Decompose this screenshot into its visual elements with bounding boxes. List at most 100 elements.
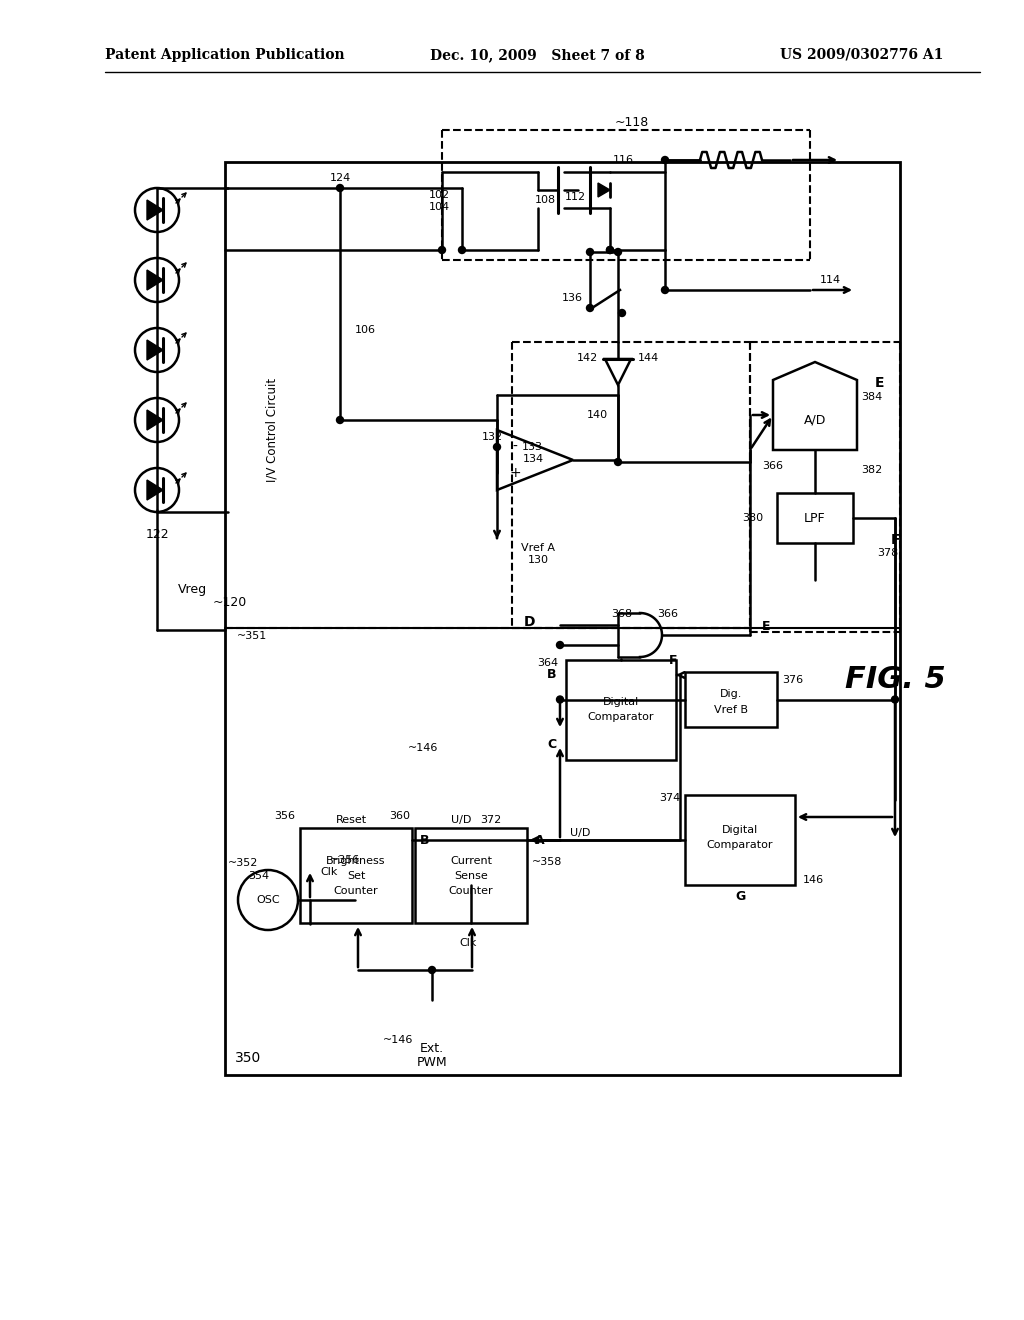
Text: Counter: Counter bbox=[334, 886, 378, 896]
Text: Reset: Reset bbox=[336, 814, 367, 825]
Circle shape bbox=[614, 458, 622, 466]
Text: Digital: Digital bbox=[722, 825, 758, 836]
Text: 356: 356 bbox=[274, 810, 295, 821]
Circle shape bbox=[135, 327, 179, 372]
Text: ~146: ~146 bbox=[383, 1035, 413, 1045]
Text: 140: 140 bbox=[587, 411, 608, 420]
Text: Set: Set bbox=[347, 871, 366, 880]
Text: ~351: ~351 bbox=[237, 631, 267, 642]
Text: 122: 122 bbox=[145, 528, 169, 541]
Text: B: B bbox=[547, 668, 556, 681]
Text: Clk: Clk bbox=[319, 867, 337, 876]
Polygon shape bbox=[497, 430, 573, 490]
Text: FIG. 5: FIG. 5 bbox=[845, 665, 945, 694]
Text: I/V Control Circuit: I/V Control Circuit bbox=[265, 378, 279, 482]
Text: ~118: ~118 bbox=[614, 116, 649, 128]
Polygon shape bbox=[147, 271, 163, 290]
Circle shape bbox=[606, 247, 613, 253]
Circle shape bbox=[135, 257, 179, 302]
Text: ~356: ~356 bbox=[330, 855, 360, 865]
Text: Digital: Digital bbox=[603, 697, 639, 708]
Text: B: B bbox=[420, 833, 429, 846]
Text: 376: 376 bbox=[782, 675, 803, 685]
Circle shape bbox=[618, 309, 626, 317]
Text: US 2009/0302776 A1: US 2009/0302776 A1 bbox=[780, 48, 943, 62]
Text: 382: 382 bbox=[861, 465, 883, 475]
Text: Vref B: Vref B bbox=[714, 705, 748, 715]
Text: C: C bbox=[547, 738, 556, 751]
Circle shape bbox=[556, 642, 563, 648]
Circle shape bbox=[556, 696, 563, 704]
Circle shape bbox=[662, 286, 669, 293]
Circle shape bbox=[428, 966, 435, 974]
Polygon shape bbox=[147, 201, 163, 220]
Text: 368: 368 bbox=[611, 609, 633, 619]
Text: G: G bbox=[735, 891, 745, 903]
Text: Clk: Clk bbox=[460, 939, 477, 948]
Circle shape bbox=[238, 870, 298, 931]
Text: F: F bbox=[669, 653, 677, 667]
Text: 374: 374 bbox=[658, 793, 680, 803]
Bar bbox=[685, 672, 777, 727]
Text: Dec. 10, 2009   Sheet 7 of 8: Dec. 10, 2009 Sheet 7 of 8 bbox=[430, 48, 645, 62]
Text: Ext.: Ext. bbox=[420, 1041, 444, 1055]
Bar bbox=[685, 795, 795, 884]
Polygon shape bbox=[147, 411, 163, 430]
Bar bbox=[566, 660, 676, 760]
Text: ~358: ~358 bbox=[532, 857, 562, 867]
Text: OSC: OSC bbox=[256, 895, 280, 906]
Text: Dig.: Dig. bbox=[720, 689, 742, 700]
Circle shape bbox=[892, 696, 898, 704]
Circle shape bbox=[438, 247, 445, 253]
Text: 130: 130 bbox=[527, 554, 549, 565]
Text: 136: 136 bbox=[561, 293, 583, 304]
Text: 104: 104 bbox=[429, 202, 450, 213]
Text: 146: 146 bbox=[803, 875, 824, 884]
Circle shape bbox=[587, 305, 594, 312]
Circle shape bbox=[662, 157, 669, 164]
Circle shape bbox=[337, 185, 343, 191]
Text: 102: 102 bbox=[429, 190, 450, 201]
Text: LPF: LPF bbox=[804, 511, 825, 524]
Text: ~352: ~352 bbox=[228, 858, 258, 869]
Polygon shape bbox=[773, 362, 857, 450]
Text: U/D: U/D bbox=[451, 814, 471, 825]
Text: 133: 133 bbox=[522, 442, 543, 451]
Text: -: - bbox=[513, 440, 517, 454]
Text: A/D: A/D bbox=[804, 413, 826, 426]
Text: 350: 350 bbox=[234, 1051, 261, 1065]
Text: Vreg: Vreg bbox=[178, 583, 207, 597]
Text: ~146: ~146 bbox=[408, 743, 438, 752]
Polygon shape bbox=[598, 183, 610, 197]
Circle shape bbox=[135, 187, 179, 232]
Text: Comparator: Comparator bbox=[707, 840, 773, 850]
Text: D: D bbox=[524, 615, 536, 630]
Circle shape bbox=[337, 417, 343, 424]
Text: Sense: Sense bbox=[454, 871, 487, 880]
Text: Current: Current bbox=[450, 855, 492, 866]
Text: 372: 372 bbox=[480, 814, 502, 825]
Text: 112: 112 bbox=[564, 191, 586, 202]
Circle shape bbox=[135, 469, 179, 512]
Text: PWM: PWM bbox=[417, 1056, 447, 1068]
Text: A: A bbox=[535, 833, 545, 846]
Text: 366: 366 bbox=[762, 461, 783, 471]
Text: Patent Application Publication: Patent Application Publication bbox=[105, 48, 345, 62]
Text: E: E bbox=[874, 376, 884, 389]
Text: Counter: Counter bbox=[449, 886, 494, 896]
Text: Brightness: Brightness bbox=[327, 855, 386, 866]
Bar bbox=[415, 828, 527, 923]
Text: 354: 354 bbox=[248, 871, 269, 880]
Text: F: F bbox=[890, 533, 900, 546]
Circle shape bbox=[614, 248, 622, 256]
Text: 134: 134 bbox=[523, 454, 544, 465]
Polygon shape bbox=[147, 341, 163, 360]
Text: 114: 114 bbox=[820, 275, 841, 285]
Text: 124: 124 bbox=[330, 173, 350, 183]
Text: 366: 366 bbox=[657, 609, 679, 619]
Text: Comparator: Comparator bbox=[588, 711, 654, 722]
Text: 142: 142 bbox=[577, 352, 598, 363]
Bar bbox=[777, 492, 853, 543]
Text: E: E bbox=[762, 619, 770, 632]
Text: 364: 364 bbox=[537, 657, 558, 668]
